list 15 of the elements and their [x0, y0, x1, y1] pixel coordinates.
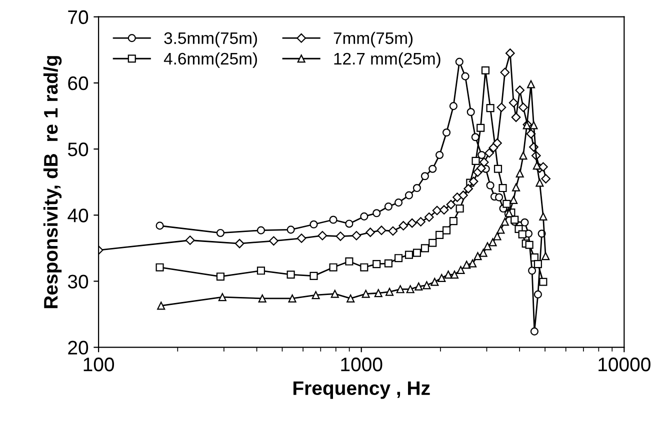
y-tick-label: 40	[68, 208, 88, 222]
legend-label: 3.5mm(75m)	[164, 32, 257, 48]
y-tick-label: 30	[68, 274, 88, 288]
y-axis-title: Responsivity, dB re 1 rad/g	[43, 56, 62, 308]
legend-label: 4.6mm(25m)	[164, 52, 257, 68]
y-tick-label: 20	[68, 340, 88, 355]
y-tick-label: 60	[68, 76, 88, 90]
x-tick-label: 1000	[341, 358, 382, 372]
x-tick-label: 100	[84, 358, 114, 372]
x-axis-title: Frequency , Hz	[294, 381, 430, 399]
y-tick-label: 50	[68, 142, 88, 156]
legend-label: 7mm(75m)	[334, 32, 413, 48]
y-tick-label: 70	[68, 10, 88, 24]
legend-label: 12.7 mm(25m)	[334, 52, 440, 68]
x-tick-label: 10000	[598, 358, 650, 372]
